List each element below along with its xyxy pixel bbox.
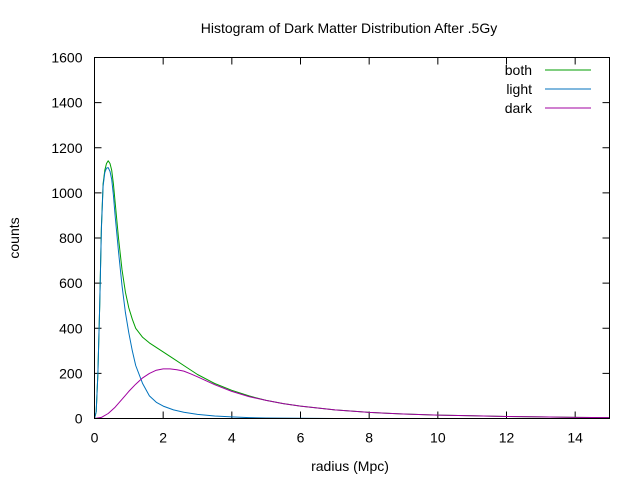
legend-label-dark: dark — [505, 100, 533, 116]
x-tick-label: 4 — [228, 430, 236, 446]
y-tick-label: 200 — [59, 365, 83, 381]
y-tick-label: 400 — [59, 320, 83, 336]
legend: both light dark — [505, 62, 591, 116]
y-axis-label: counts — [6, 217, 22, 258]
x-tick-label: 10 — [430, 430, 446, 446]
series-line-both — [94, 160, 610, 419]
y-tick-label: 1200 — [51, 140, 82, 156]
x-tick-label: 0 — [91, 430, 99, 446]
x-axis-label: radius (Mpc) — [311, 458, 389, 474]
y-tick-label: 0 — [75, 411, 83, 427]
plot-frame — [94, 57, 610, 419]
series-line-dark — [94, 368, 610, 419]
y-tick-label: 600 — [59, 275, 83, 291]
x-tick-label: 12 — [499, 430, 515, 446]
x-tick-label: 8 — [365, 430, 373, 446]
chart-title: Histogram of Dark Matter Distribution Af… — [201, 20, 497, 36]
y-tick-label: 1000 — [51, 185, 82, 201]
y-tick-label: 1400 — [51, 95, 82, 111]
y-tick-label: 800 — [59, 230, 83, 246]
x-tick-label: 2 — [159, 430, 167, 446]
y-tick-label: 1600 — [51, 50, 82, 66]
series-layer — [94, 160, 610, 419]
x-tick-label: 14 — [567, 430, 583, 446]
legend-label-both: both — [505, 62, 532, 78]
legend-label-light: light — [506, 81, 532, 97]
x-tick-label: 6 — [297, 430, 305, 446]
ticks-layer: 0 200 400 600 800 1000 1200 1400 1600 0 2 4 6 8 10 12 14 — [51, 50, 610, 446]
series-line-light — [94, 167, 335, 419]
